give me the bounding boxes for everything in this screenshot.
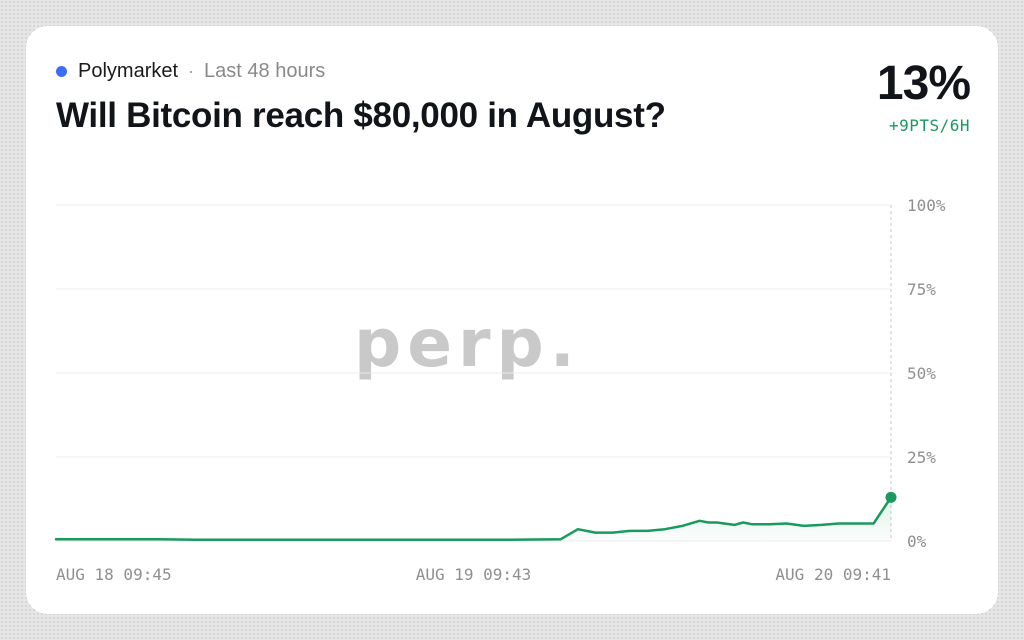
latest-point-marker xyxy=(885,491,897,503)
y-tick-label: 0% xyxy=(907,532,927,551)
series-area xyxy=(56,497,891,541)
separator: · xyxy=(188,60,195,81)
source-row: Polymarket · Last 48 hours xyxy=(56,58,325,84)
y-tick-label: 25% xyxy=(907,448,936,467)
x-tick-label: AUG 18 09:45 xyxy=(56,565,172,584)
market-card: Polymarket · Last 48 hours Will Bitcoin … xyxy=(26,26,998,614)
x-tick-label: AUG 19 09:43 xyxy=(416,565,532,584)
perp-watermark-logo: perp. xyxy=(354,305,581,382)
x-tick-label: AUG 20 09:41 xyxy=(775,565,891,584)
series-line xyxy=(54,496,893,541)
y-tick-label: 100% xyxy=(907,196,946,215)
probability-change: +9PTS/6H xyxy=(888,116,970,135)
market-title: Will Bitcoin reach $80,000 in August? xyxy=(56,96,666,135)
source-name[interactable]: Polymarket xyxy=(78,59,179,82)
y-tick-label: 50% xyxy=(907,364,936,383)
probability-value: 13% xyxy=(876,57,971,110)
y-tick-label: 75% xyxy=(907,280,936,299)
source-dot-icon xyxy=(56,65,67,77)
time-range[interactable]: Last 48 hours xyxy=(204,59,326,82)
